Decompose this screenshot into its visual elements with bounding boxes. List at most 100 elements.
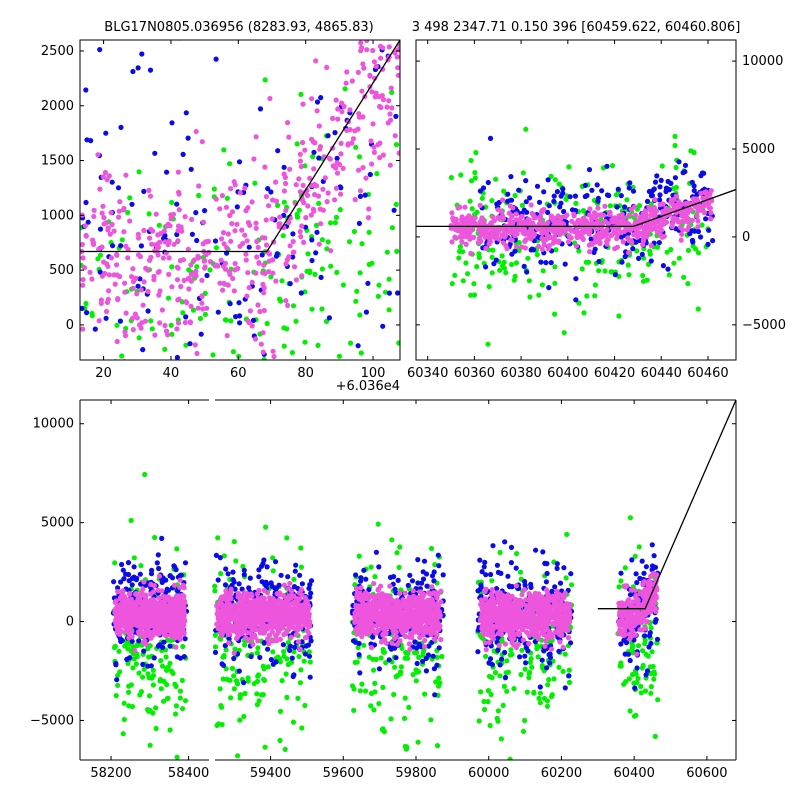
point-series-b <box>576 300 582 306</box>
point-series-c <box>707 191 713 197</box>
point-series-b <box>324 371 329 376</box>
point-series-c <box>371 149 377 155</box>
point-series-c <box>173 615 179 621</box>
point-series-a <box>652 179 659 185</box>
point-series-c <box>135 613 142 619</box>
point-series-c <box>697 205 704 211</box>
point-series-c <box>156 595 162 601</box>
point-series-c <box>273 278 279 284</box>
point-series-c <box>631 232 637 238</box>
point-series-c <box>236 624 242 630</box>
point-series-a <box>705 241 711 247</box>
point-series-a <box>558 200 564 206</box>
point-series-a <box>118 124 124 130</box>
point-series-c <box>298 234 304 240</box>
point-series-b <box>233 678 240 684</box>
point-series-a <box>356 652 362 658</box>
point-series-c <box>147 235 153 241</box>
point-series-a <box>431 666 437 672</box>
point-series-b <box>358 350 364 356</box>
point-series-a <box>424 583 430 589</box>
point-series-c <box>360 61 366 67</box>
point-series-b <box>229 665 235 672</box>
point-series-b <box>413 792 418 797</box>
point-series-c <box>276 221 282 227</box>
point-series-b <box>140 674 146 680</box>
point-series-c <box>678 237 684 243</box>
point-series-b <box>490 247 496 253</box>
point-series-b <box>609 163 616 169</box>
point-series-a <box>692 228 698 234</box>
point-series-b <box>290 303 297 309</box>
point-series-c <box>312 181 318 188</box>
point-series-c <box>480 227 486 233</box>
point-series-a <box>309 257 315 264</box>
point-series-b <box>520 170 526 176</box>
point-series-b <box>255 672 262 678</box>
point-series-a <box>523 199 529 205</box>
point-series-a <box>551 198 557 204</box>
point-series-c <box>305 203 311 209</box>
point-series-a <box>137 571 143 577</box>
point-series-a <box>164 169 170 175</box>
point-series-c <box>196 183 202 189</box>
point-series-b <box>351 228 357 235</box>
point-series-c <box>156 573 162 579</box>
point-series-a <box>187 341 193 347</box>
point-series-a <box>380 323 386 329</box>
point-series-c <box>517 217 523 223</box>
point-series-a <box>689 179 695 185</box>
point-series-a <box>604 192 611 198</box>
point-series-b <box>516 247 522 254</box>
x-tick-label: 60380 <box>500 366 541 381</box>
point-series-c <box>465 219 471 225</box>
point-series-c <box>417 634 423 641</box>
point-series-b <box>324 246 330 252</box>
point-series-b <box>213 245 219 251</box>
point-series-c <box>255 244 261 250</box>
point-series-b <box>357 312 363 318</box>
point-series-b <box>174 546 180 552</box>
point-series-c <box>166 271 172 277</box>
point-series-b <box>519 202 526 208</box>
point-series-c <box>513 217 519 223</box>
point-series-c <box>162 239 168 245</box>
point-series-b <box>602 268 608 274</box>
point-series-c <box>651 205 657 211</box>
point-series-c <box>300 182 306 188</box>
point-series-a <box>137 276 143 282</box>
point-series-a <box>97 47 103 53</box>
point-series-b <box>284 535 290 541</box>
point-series-a <box>505 191 511 197</box>
point-series-b <box>212 583 218 589</box>
point-series-c <box>256 617 262 623</box>
point-series-c <box>199 300 205 306</box>
point-series-a <box>703 216 709 222</box>
point-series-c <box>175 169 181 175</box>
point-series-c <box>136 598 143 604</box>
point-series-a <box>650 188 656 194</box>
point-series-c <box>492 232 498 238</box>
point-series-b <box>566 164 572 170</box>
point-series-c <box>101 221 107 227</box>
point-series-c <box>299 273 305 279</box>
point-series-b <box>281 649 287 655</box>
point-series-b <box>293 318 299 324</box>
point-series-c <box>355 69 361 75</box>
point-series-c <box>164 223 170 229</box>
point-series-c <box>261 587 267 594</box>
point-series-c <box>640 242 646 248</box>
point-series-c <box>288 588 295 594</box>
point-series-b <box>228 695 234 701</box>
point-series-b <box>245 675 251 681</box>
point-series-a <box>185 135 191 141</box>
point-series-c <box>380 97 387 103</box>
point-series-c <box>429 584 435 590</box>
point-series-a <box>551 193 557 199</box>
point-series-c <box>219 633 225 639</box>
point-series-b <box>449 281 455 287</box>
point-series-c <box>347 107 353 113</box>
point-series-b <box>161 678 167 685</box>
point-series-c <box>195 305 201 311</box>
point-series-c <box>513 211 519 217</box>
